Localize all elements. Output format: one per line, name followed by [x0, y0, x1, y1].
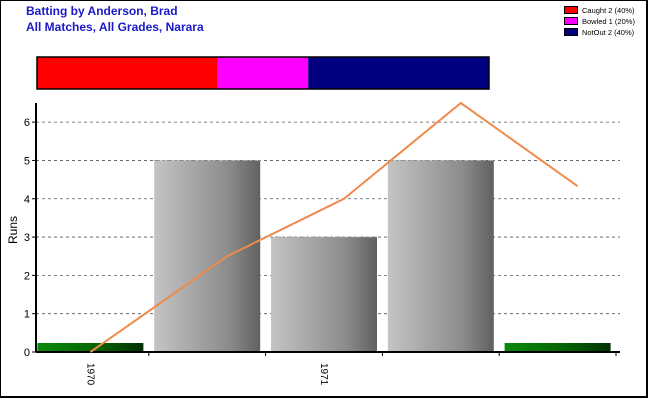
bar-3: [387, 160, 494, 352]
y-axis-label: Runs: [6, 216, 20, 244]
legend-item-caught: Caught 2 (40%): [564, 5, 635, 15]
y-tick-label: 1: [24, 309, 30, 321]
chart-title: Batting by Anderson, Brad: [26, 4, 178, 18]
y-tick-label: 0: [24, 347, 30, 359]
bar-0: [37, 343, 144, 352]
bar-2: [271, 237, 377, 352]
bar-4: [504, 343, 611, 352]
legend-item-notout: NotOut 2 (40%): [564, 27, 635, 37]
legend-swatch-bowled: [564, 17, 578, 25]
dismissal-segment-caught: [37, 57, 218, 89]
line-series: [89, 101, 579, 353]
x-tick-label: 1970: [84, 363, 95, 386]
y-tick-label: 6: [24, 117, 30, 129]
x-tick-label: 1971: [318, 363, 329, 386]
y-tick-label: 3: [24, 232, 30, 244]
chart-subtitle: All Matches, All Grades, Narara: [26, 20, 204, 34]
legend-label-caught: Caught 2 (40%): [582, 5, 635, 15]
dismissal-bar-border: [36, 56, 490, 90]
y-tick-label: 4: [24, 194, 30, 206]
legend-swatch-caught: [564, 6, 578, 14]
legend: Caught 2 (40%) Bowled 1 (20%) NotOut 2 (…: [564, 5, 635, 38]
bar-1: [154, 160, 261, 352]
dismissal-segment-notout: [308, 57, 489, 89]
legend-label-notout: NotOut 2 (40%): [582, 27, 635, 37]
legend-item-bowled: Bowled 1 (20%): [564, 16, 635, 26]
dismissal-segment-bowled: [217, 57, 309, 89]
legend-swatch-notout: [564, 28, 578, 36]
y-tick-label: 5: [24, 155, 30, 167]
y-tick-label: 2: [24, 270, 30, 282]
legend-label-bowled: Bowled 1 (20%): [582, 16, 635, 26]
